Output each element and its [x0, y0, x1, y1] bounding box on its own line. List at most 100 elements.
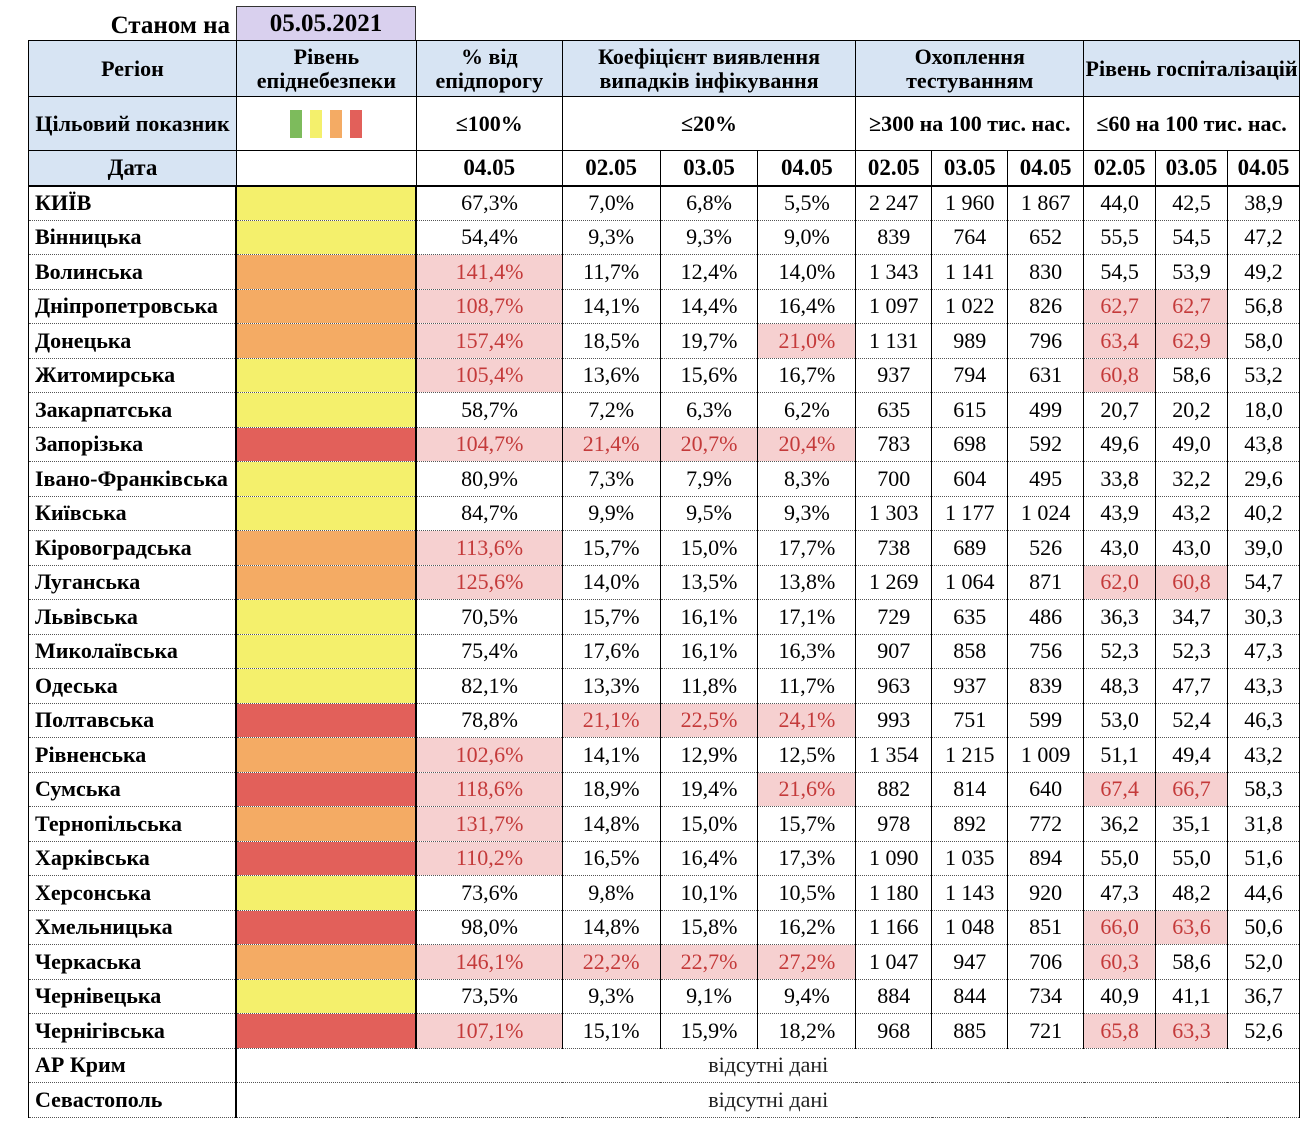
detection-cell: 15,0%: [659, 806, 759, 842]
testing-cell: 1 024: [1007, 495, 1085, 531]
detection-cell: 13,6%: [561, 357, 661, 393]
detection-cell: 7,0%: [561, 185, 661, 221]
testing-cell: 495: [1007, 461, 1085, 497]
table-row: КИЇВ 67,3% 7,0% 6,8% 5,5% 2 247 1 960 1 867 44,0…: [28, 185, 1300, 221]
testing-cell: 1 177: [931, 495, 1009, 531]
detection-cell: 14,8%: [561, 806, 661, 842]
hospital-cell: 48,2: [1155, 875, 1228, 911]
hospital-cell: 43,2: [1155, 495, 1228, 531]
region-name: Запорізька: [28, 426, 238, 462]
region-name: Сумська: [28, 771, 238, 807]
region-name: Луганська: [28, 564, 238, 600]
date-label: Дата: [28, 150, 237, 187]
epi-level-cell: [235, 737, 418, 773]
testing-cell: 920: [1007, 875, 1085, 911]
hospital-cell: 41,1: [1155, 978, 1228, 1014]
testing-cell: 1 960: [931, 185, 1009, 221]
epi-level-cell: [235, 288, 418, 324]
testing-cell: 814: [931, 771, 1009, 807]
col-epi-level: Рівень епіднебезпеки: [235, 40, 417, 97]
hospital-cell: 32,2: [1155, 461, 1228, 497]
epi-level-cell: [235, 840, 418, 876]
testing-cell: 1 035: [931, 840, 1009, 876]
testing-cell: 937: [855, 357, 933, 393]
testing-cell: 851: [1007, 909, 1085, 945]
table-row: Севастополь відсутні дані: [28, 1082, 1300, 1118]
hospital-cell: 58,0: [1226, 323, 1300, 359]
hospital-cell: 29,6: [1226, 461, 1300, 497]
testing-cell: 1 143: [931, 875, 1009, 911]
epi-level-cell: [235, 495, 418, 531]
hospital-cell: 36,7: [1226, 978, 1300, 1014]
detection-cell: 10,1%: [659, 875, 759, 911]
table-row: Черкаська 146,1% 22,2% 22,7% 27,2% 1 047 947 70…: [28, 944, 1300, 980]
date-test-1: 03.05: [931, 150, 1009, 187]
date-test-2: 04.05: [1007, 150, 1085, 187]
hospital-cell: 54,5: [1083, 254, 1157, 290]
detection-cell: 9,3%: [561, 978, 661, 1014]
region-name: Чернігівська: [28, 1013, 238, 1049]
pct-cell: 107,1%: [415, 1013, 563, 1049]
testing-cell: 907: [855, 633, 933, 669]
table-row: Волинська 141,4% 11,7% 12,4% 14,0% 1 343 1 141…: [28, 254, 1300, 290]
region-name: Черкаська: [28, 944, 238, 980]
pct-cell: 110,2%: [415, 840, 563, 876]
as-of-date: 05.05.2021: [236, 6, 416, 42]
date-det-2: 04.05: [757, 150, 857, 187]
hospital-cell: 65,8: [1083, 1013, 1157, 1049]
detection-cell: 16,5%: [561, 840, 661, 876]
hospital-cell: 56,8: [1226, 288, 1300, 324]
epi-level-cell: [235, 254, 418, 290]
hospital-cell: 47,2: [1226, 219, 1300, 255]
target-pct: ≤100%: [415, 96, 563, 151]
testing-cell: 839: [855, 219, 933, 255]
detection-cell: 8,3%: [757, 461, 857, 497]
testing-cell: 1 215: [931, 737, 1009, 773]
detection-cell: 11,8%: [659, 668, 759, 704]
hospital-cell: 36,2: [1083, 806, 1157, 842]
hospital-cell: 62,7: [1155, 288, 1228, 324]
testing-cell: 1 343: [855, 254, 933, 290]
detection-cell: 14,0%: [561, 564, 661, 600]
hospital-cell: 43,8: [1226, 426, 1300, 462]
hospital-cell: 43,2: [1226, 737, 1300, 773]
detection-cell: 16,4%: [757, 288, 857, 324]
epi-level-cell: [235, 668, 418, 704]
no-data-cell: відсутні дані: [235, 1047, 1300, 1083]
table-row: Харківська 110,2% 16,5% 16,4% 17,3% 1 090 1 03…: [28, 840, 1300, 876]
testing-cell: 1 090: [855, 840, 933, 876]
testing-cell: 783: [855, 426, 933, 462]
region-name: Львівська: [28, 599, 238, 635]
pct-cell: 82,1%: [415, 668, 563, 704]
hospital-cell: 58,6: [1155, 944, 1228, 980]
detection-cell: 9,9%: [561, 495, 661, 531]
detection-cell: 14,0%: [757, 254, 857, 290]
testing-cell: 599: [1007, 702, 1085, 738]
hospital-cell: 51,1: [1083, 737, 1157, 773]
detection-cell: 15,0%: [659, 530, 759, 566]
hospital-cell: 39,0: [1226, 530, 1300, 566]
date-hosp-0: 02.05: [1083, 150, 1157, 187]
region-name: Закарпатська: [28, 392, 238, 428]
testing-cell: 604: [931, 461, 1009, 497]
table-row: Хмельницька 98,0% 14,8% 15,8% 16,2% 1 166 1 04…: [28, 909, 1300, 945]
testing-cell: 635: [931, 599, 1009, 635]
testing-cell: 1 131: [855, 323, 933, 359]
testing-cell: 700: [855, 461, 933, 497]
testing-cell: 592: [1007, 426, 1085, 462]
hospital-cell: 60,3: [1083, 944, 1157, 980]
detection-cell: 15,9%: [659, 1013, 759, 1049]
detection-cell: 17,6%: [561, 633, 661, 669]
hospital-cell: 48,3: [1083, 668, 1157, 704]
testing-cell: 772: [1007, 806, 1085, 842]
detection-cell: 14,1%: [561, 737, 661, 773]
date-det-0: 02.05: [561, 150, 661, 187]
detection-cell: 10,5%: [757, 875, 857, 911]
pct-cell: 125,6%: [415, 564, 563, 600]
header-row-dates: Дата 04.05 02.05 03.05 04.05 02.05 03.05…: [28, 150, 1300, 187]
region-name: Житомирська: [28, 357, 238, 393]
pct-cell: 67,3%: [415, 185, 563, 221]
pct-cell: 73,5%: [415, 978, 563, 1014]
detection-cell: 22,2%: [561, 944, 661, 980]
detection-cell: 17,1%: [757, 599, 857, 635]
